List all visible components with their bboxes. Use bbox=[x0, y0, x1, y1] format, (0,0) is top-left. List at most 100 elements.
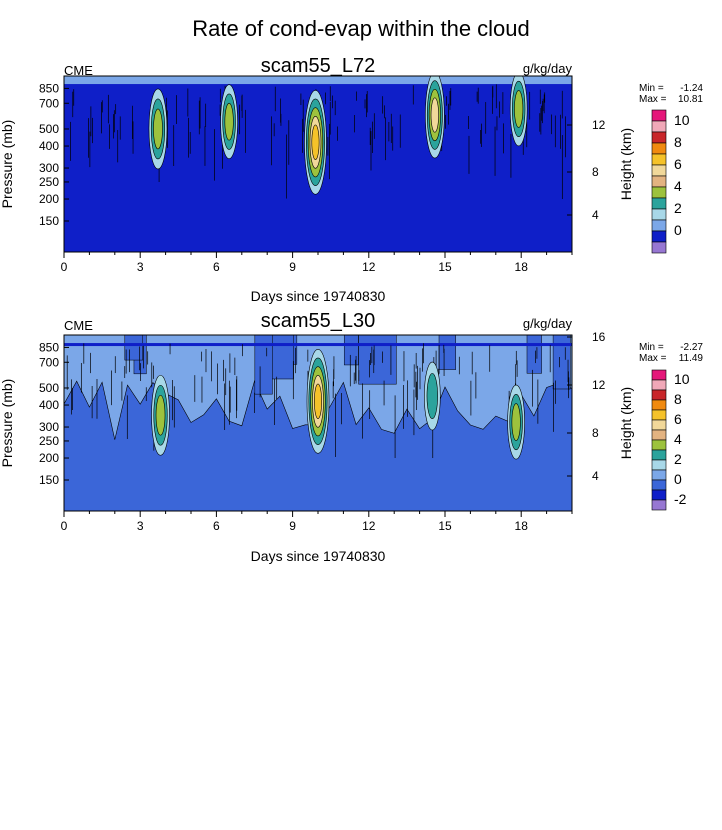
legend-swatch bbox=[651, 499, 667, 511]
height-tick-label: 8 bbox=[592, 165, 599, 179]
time-tick-label: 3 bbox=[137, 260, 144, 274]
panel-1-ylabel-right: Height (km) bbox=[618, 128, 634, 200]
time-tick-label: 3 bbox=[137, 519, 144, 533]
panel-2-time-axis: 0 3 6 9 12 15 18 bbox=[61, 511, 573, 533]
height-tick-label: 12 bbox=[592, 118, 606, 132]
pressure-tick-label: 850 bbox=[39, 340, 59, 354]
panel-2: scam55_L30 CME g/kg/day 1502002503004005… bbox=[0, 310, 703, 564]
time-tick-label: 12 bbox=[362, 519, 376, 533]
legend-label: 0 bbox=[674, 222, 682, 238]
legend-swatch bbox=[651, 208, 667, 221]
legend-swatch bbox=[651, 175, 667, 188]
pressure-tick-label: 300 bbox=[39, 161, 59, 175]
pressure-tick-label: 150 bbox=[39, 473, 59, 487]
legend-swatch bbox=[651, 109, 667, 122]
legend-swatch bbox=[651, 164, 667, 177]
legend-swatch bbox=[651, 459, 667, 471]
convective-cell-contour bbox=[511, 403, 521, 441]
legend-swatch bbox=[651, 186, 667, 199]
panel-2-max-value: 11.49 bbox=[679, 353, 704, 364]
panel-2-ylabel-right: Height (km) bbox=[618, 387, 634, 459]
time-tick-label: 6 bbox=[213, 260, 220, 274]
panel-1-min-value: -1.24 bbox=[680, 83, 703, 94]
legend-swatch bbox=[651, 241, 667, 254]
panel-1-time-axis: 0 3 6 9 12 15 18 bbox=[61, 252, 573, 274]
legend-label: 8 bbox=[674, 134, 682, 150]
panel-1-field bbox=[64, 76, 572, 252]
legend-swatch bbox=[651, 389, 667, 401]
legend-swatch bbox=[651, 409, 667, 421]
time-tick-label: 15 bbox=[438, 519, 452, 533]
height-tick-label: 4 bbox=[592, 469, 599, 483]
convective-cell-contour bbox=[514, 90, 524, 128]
pressure-tick-label: 250 bbox=[39, 175, 59, 189]
legend-swatch bbox=[651, 230, 667, 243]
upper-cloud-blob bbox=[526, 335, 542, 374]
legend-swatch bbox=[651, 419, 667, 431]
legend-swatch bbox=[651, 120, 667, 133]
legend-label: 10 bbox=[674, 371, 690, 387]
time-tick-label: 18 bbox=[515, 519, 529, 533]
convective-cell-contour bbox=[430, 97, 439, 133]
height-tick-label: 4 bbox=[592, 208, 599, 222]
panel-1-max-label: Max = bbox=[639, 94, 667, 105]
panel-1-height-axis: 4 8 12 bbox=[567, 118, 606, 222]
legend-swatch bbox=[651, 439, 667, 451]
time-tick-label: 0 bbox=[61, 260, 68, 274]
convective-cell-contour bbox=[155, 394, 166, 436]
panel-2-xlabel: Days since 19740830 bbox=[251, 548, 386, 564]
pressure-tick-label: 200 bbox=[39, 192, 59, 206]
panel-2-variable-label: CME bbox=[64, 318, 93, 333]
legend-label: 6 bbox=[674, 411, 682, 427]
legend-swatch bbox=[651, 489, 667, 501]
panel-1-ylabel: Pressure (mb) bbox=[0, 120, 15, 209]
legend-swatch bbox=[651, 369, 667, 381]
panel-1-min-label: Min = bbox=[639, 83, 664, 94]
height-tick-label: 12 bbox=[592, 378, 606, 392]
legend-swatch bbox=[651, 131, 667, 144]
upper-cloud-blob bbox=[272, 335, 294, 380]
legend-label: 10 bbox=[674, 112, 690, 128]
time-tick-label: 9 bbox=[289, 519, 296, 533]
legend-swatch bbox=[651, 469, 667, 481]
panel-1-max-value: 10.81 bbox=[678, 94, 703, 105]
convective-cell-contour bbox=[426, 373, 438, 420]
legend-label: 2 bbox=[674, 200, 682, 216]
time-tick-label: 12 bbox=[362, 260, 376, 274]
pressure-tick-label: 700 bbox=[39, 96, 59, 110]
time-tick-label: 0 bbox=[61, 519, 68, 533]
panel-2-units: g/kg/day bbox=[523, 316, 573, 331]
pressure-tick-label: 500 bbox=[39, 122, 59, 136]
time-tick-label: 9 bbox=[289, 260, 296, 274]
pressure-tick-label: 200 bbox=[39, 451, 59, 465]
panel-2-max-label: Max = bbox=[639, 353, 667, 364]
panel-2-field bbox=[64, 335, 572, 511]
legend-label: -2 bbox=[674, 491, 687, 507]
legend-swatch bbox=[651, 379, 667, 391]
height-tick-label: 8 bbox=[592, 426, 599, 440]
pressure-tick-label: 250 bbox=[39, 434, 59, 448]
panel-1-units: g/kg/day bbox=[523, 61, 573, 76]
time-tick-label: 6 bbox=[213, 519, 220, 533]
legend-label: 4 bbox=[674, 431, 682, 447]
upper-cloud-blob bbox=[552, 335, 571, 390]
legend-swatch bbox=[651, 219, 667, 232]
height-tick-label: 16 bbox=[592, 330, 606, 344]
pressure-tick-label: 400 bbox=[39, 139, 59, 153]
legend-label: 4 bbox=[674, 178, 682, 194]
figure-title: Rate of cond-evap within the cloud bbox=[192, 16, 530, 41]
time-tick-label: 15 bbox=[438, 260, 452, 274]
panel-2-height-axis: 4 8 12 16 bbox=[567, 330, 606, 483]
pressure-tick-label: 850 bbox=[39, 81, 59, 95]
legend-label: 8 bbox=[674, 391, 682, 407]
legend-swatch bbox=[651, 449, 667, 461]
panel-2-min-label: Min = bbox=[639, 342, 664, 353]
convective-cell-contour bbox=[224, 102, 234, 141]
pressure-tick-label: 500 bbox=[39, 381, 59, 395]
panel-1-xlabel: Days since 19740830 bbox=[251, 288, 386, 304]
legend-swatch bbox=[651, 142, 667, 155]
time-tick-label: 18 bbox=[515, 260, 529, 274]
